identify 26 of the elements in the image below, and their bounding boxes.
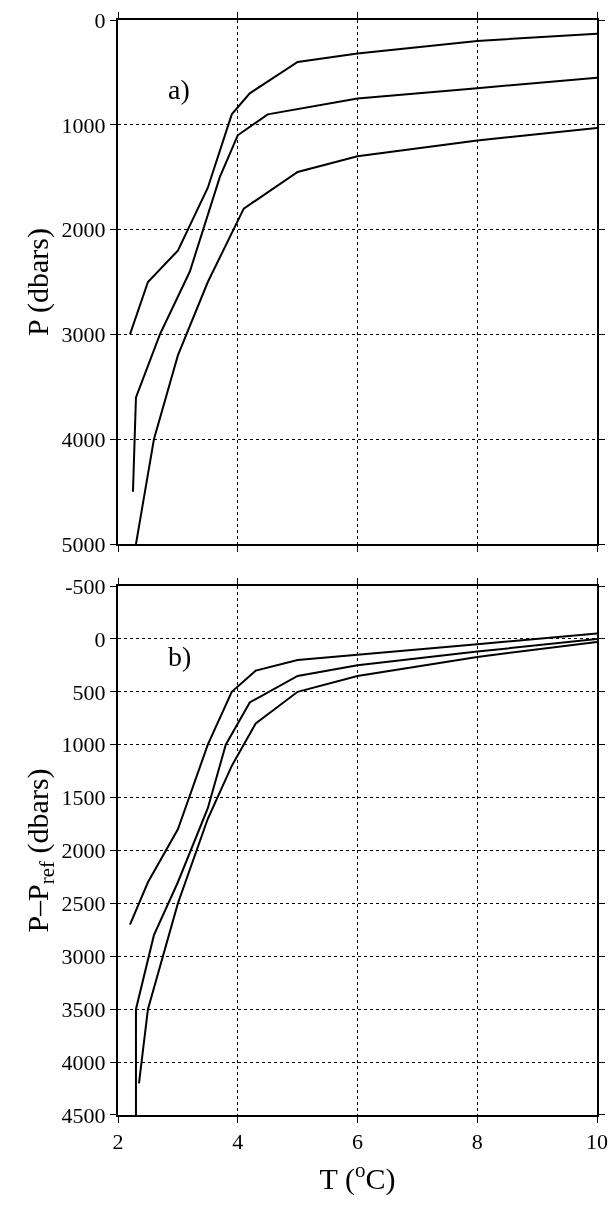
y-tick-label: 5000 [61,531,106,557]
x-tick-label: 8 [471,1129,483,1155]
x-tick-label: 10 [586,1129,608,1155]
y-tick-label: 4000 [61,1049,106,1075]
y-tick-label: 1000 [61,732,106,758]
annotation: b) [168,641,192,672]
y-tick-label: 2000 [61,217,106,243]
y-tick-label: 3000 [61,944,106,970]
x-tick-label: 4 [232,1129,244,1155]
x-tick-label: 2 [112,1129,124,1155]
y-tick-label: 3500 [61,996,106,1022]
y-tick-label: 2000 [61,838,106,864]
y-tick-label: 4000 [61,426,106,452]
y-tick-label: -500 [65,573,106,599]
x-axis-title: T ($^{o}$C) [319,1157,396,1197]
y-tick-label: 1000 [61,112,106,138]
y-tick-label: 3000 [61,322,106,348]
y-tick-label: 0 [94,626,106,652]
y-tick-label: 4500 [61,1102,106,1128]
annotation: a) [168,74,190,105]
y-tick-label: 1500 [61,785,106,811]
y-tick-label: 2500 [61,891,106,917]
x-tick-label: 6 [352,1129,363,1155]
y-tick-label: 0 [94,7,106,33]
y-axis-title: P (dbars) [21,228,56,337]
y-tick-label: 500 [72,679,106,705]
